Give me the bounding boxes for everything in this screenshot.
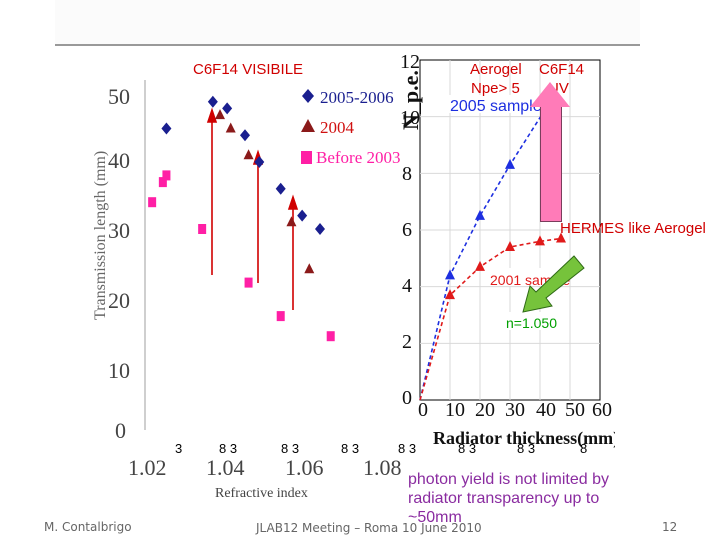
right-y-tick-2: 2	[402, 331, 412, 353]
uv-title: C6F14	[539, 61, 585, 78]
uv-arrow-head	[530, 82, 570, 107]
left-point-0-3	[240, 129, 250, 142]
right-x-tick-0: 0	[418, 399, 428, 421]
transmission-chart: 50 40 30 20 10 0 Transmission length (mm…	[92, 80, 402, 501]
hermes-label: HERMES like Aerogel	[560, 220, 706, 237]
left-point-2-4	[244, 277, 253, 288]
left-y-tick-20: 20	[108, 288, 130, 313]
right-y-tick-0: 0	[402, 387, 412, 409]
photon-yield-chart: 12 10 8 6 4 2 0 0 10 20 30 40 50 60 Radi…	[400, 51, 615, 449]
left-points	[148, 95, 335, 342]
sample-2005-label: 2005 sample	[450, 98, 542, 115]
right-x-tick-50: 50	[565, 399, 585, 421]
right-y-tick-4: 4	[402, 275, 412, 297]
n1050-badge	[504, 312, 554, 330]
strip-item-6: 8 3	[517, 441, 536, 456]
legend-square-before	[301, 151, 312, 164]
left-point-1-2	[243, 149, 254, 160]
left-y-label: Transmission length (mm)	[92, 151, 109, 320]
legend-diamond-2005	[302, 89, 314, 103]
right-x-label: Radiator thickness(mm)	[433, 428, 615, 449]
left-y-tick-40: 40	[108, 148, 130, 173]
left-point-0-1	[207, 95, 218, 108]
strip-item-5: 8 3	[458, 441, 477, 456]
left-point-2-2	[162, 170, 171, 181]
left-point-0-7	[315, 223, 325, 235]
right-point-0-0	[445, 269, 455, 280]
right-x-tick-30: 30	[505, 399, 525, 421]
left-x-tick-102: 1.02	[128, 455, 167, 480]
left-point-2-6	[326, 331, 335, 342]
hermes-arrow-shape	[522, 255, 585, 313]
left-point-2-5	[276, 311, 285, 322]
right-y-tick-12: 12	[400, 51, 420, 73]
strip-item-0: 3	[175, 441, 183, 456]
right-line-0	[419, 107, 547, 401]
right-x-tick-20: 20	[475, 399, 495, 421]
left-point-0-2	[222, 102, 233, 115]
left-point-2-1	[158, 177, 167, 188]
right-point-0-2	[505, 158, 515, 169]
left-legend: 2005-2006 2004 Before 2003	[301, 88, 401, 167]
strip-item-7: 8	[580, 441, 588, 456]
right-point-0-1	[475, 209, 485, 220]
legend-triangle-2004	[301, 119, 315, 132]
left-x-tick-104: 1.04	[206, 455, 245, 480]
right-y-label: N_p.e.	[400, 70, 423, 130]
left-x-label: Refractive index	[215, 486, 308, 501]
n1050-label: n=1.050	[506, 315, 557, 331]
left-y-tick-50: 50	[108, 84, 130, 109]
sample-2001-badge	[486, 268, 561, 286]
legend-2004-label: 2004	[320, 118, 355, 137]
right-point-1-4	[556, 232, 566, 243]
right-x-tick-60: 60	[592, 399, 612, 421]
center-note: photon yield is not limited by radiator …	[408, 471, 609, 526]
left-x-ticks: 1.02 1.04 1.06 1.08	[128, 455, 402, 480]
right-line-1	[419, 237, 562, 401]
left-y-ticks: 50 40 30 20 10 0	[108, 84, 130, 443]
aerogel-title: Aerogel	[470, 61, 522, 78]
right-point-1-0	[445, 289, 455, 300]
right-point-1-1	[475, 260, 485, 271]
left-y-tick-30: 30	[108, 218, 130, 243]
right-x-tick-40: 40	[536, 399, 556, 421]
right-y-tick-6: 6	[402, 219, 412, 241]
footer-author: M. Contalbrigo	[44, 520, 132, 534]
left-point-2-0	[148, 197, 157, 208]
strip-item-2: 8 3	[281, 441, 300, 456]
npe-label: Npe> 5	[471, 80, 520, 97]
right-x-ticks: 0 10 20 30 40 50 60	[418, 399, 612, 421]
right-y-tick-8: 8	[402, 163, 412, 185]
right-point-1-3	[535, 235, 545, 246]
right-point-1-2	[505, 241, 515, 251]
left-point-0-6	[297, 209, 308, 222]
left-x-tick-106: 1.06	[285, 455, 324, 480]
strip-item-4: 8 3	[398, 441, 417, 456]
left-point-0-0	[161, 122, 172, 135]
left-y-tick-0: 0	[115, 418, 126, 443]
uv-arrow	[540, 100, 562, 222]
left-point-1-0	[215, 109, 225, 120]
visible-title: C6F14 VISIBILE	[193, 61, 304, 78]
left-y-tick-10: 10	[108, 358, 130, 383]
legend-2005-label: 2005-2006	[320, 88, 394, 107]
left-point-2-3	[198, 224, 207, 234]
left-point-0-5	[275, 182, 286, 195]
strip-item-3: 8 3	[341, 441, 360, 456]
left-point-1-1	[225, 122, 236, 133]
top-strip	[55, 0, 640, 46]
hermes-arrow	[522, 255, 585, 313]
right-y-tick-10: 10	[400, 107, 420, 129]
right-x-tick-10: 10	[445, 399, 465, 421]
left-point-1-3	[286, 216, 297, 227]
sample-2005-badge	[448, 95, 530, 113]
left-point-1-4	[304, 263, 315, 274]
left-x-tick-108: 1.08	[363, 455, 402, 480]
legend-before-label: Before 2003	[316, 148, 401, 167]
footer-meeting: JLAB12 Meeting – Roma 10 June 2010	[256, 521, 482, 535]
strip-item-1: 8 3	[219, 441, 238, 456]
footer-slide-number: 12	[662, 520, 678, 534]
tick-strip: 3 8 3 8 3 8 3 8 3 8 3 8 3 8	[175, 441, 595, 457]
right-y-ticks: 12 10 8 6 4 2 0	[400, 51, 420, 409]
